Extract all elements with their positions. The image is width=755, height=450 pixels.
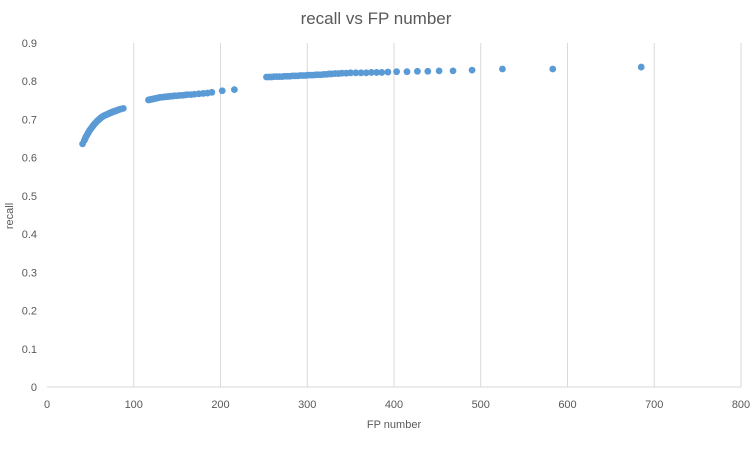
y-tick-label: 0.5 bbox=[22, 191, 37, 203]
y-axis-title: recall bbox=[4, 203, 16, 229]
y-tick-label: 0.4 bbox=[22, 229, 37, 241]
data-point bbox=[347, 69, 355, 77]
data-point bbox=[637, 63, 645, 71]
x-axis-title: FP number bbox=[367, 419, 422, 431]
y-tick-label: 0.7 bbox=[22, 114, 37, 126]
x-tick-label: 400 bbox=[385, 399, 403, 411]
x-tick-labels: 0 100 200 300 400 500 600 700 800 bbox=[44, 399, 750, 411]
data-points bbox=[79, 63, 645, 148]
y-tick-label: 0.2 bbox=[22, 306, 37, 318]
x-tick-label: 700 bbox=[645, 399, 663, 411]
data-point bbox=[468, 66, 476, 74]
y-tick-label: 0.1 bbox=[22, 344, 37, 356]
x-tick-label: 800 bbox=[732, 399, 750, 411]
data-point bbox=[403, 68, 411, 76]
chart-title: recall vs FP number bbox=[301, 9, 452, 28]
data-point bbox=[119, 104, 127, 112]
x-tick-label: 100 bbox=[125, 399, 143, 411]
gridlines bbox=[133, 43, 742, 387]
data-point bbox=[208, 88, 216, 96]
y-tick-label: 0.8 bbox=[22, 76, 37, 88]
data-point bbox=[384, 68, 392, 76]
data-point bbox=[449, 67, 457, 75]
data-point bbox=[499, 65, 506, 73]
x-tick-label: 300 bbox=[298, 399, 316, 411]
y-tick-labels: 0 0.1 0.2 0.3 0.4 0.5 0.6 0.7 0.8 0.9 bbox=[22, 38, 37, 394]
x-tick-label: 500 bbox=[472, 399, 490, 411]
data-point bbox=[352, 69, 360, 77]
data-point bbox=[424, 67, 432, 75]
data-point bbox=[362, 69, 370, 77]
y-tick-label: 0.9 bbox=[22, 38, 37, 50]
data-point bbox=[368, 69, 375, 76]
x-tick-label: 0 bbox=[44, 399, 50, 411]
data-point bbox=[357, 69, 365, 77]
data-point bbox=[218, 87, 226, 95]
data-point bbox=[378, 69, 386, 76]
data-point bbox=[373, 69, 381, 76]
x-tick-label: 200 bbox=[211, 399, 229, 411]
data-point bbox=[549, 65, 557, 73]
data-point bbox=[414, 67, 421, 75]
y-tick-label: 0.3 bbox=[22, 267, 37, 279]
data-point bbox=[230, 86, 238, 94]
x-tick-label: 600 bbox=[558, 399, 576, 411]
y-tick-label: 0.6 bbox=[22, 153, 37, 165]
data-point bbox=[393, 68, 401, 76]
data-point bbox=[435, 67, 443, 75]
y-tick-label: 0 bbox=[31, 382, 37, 394]
